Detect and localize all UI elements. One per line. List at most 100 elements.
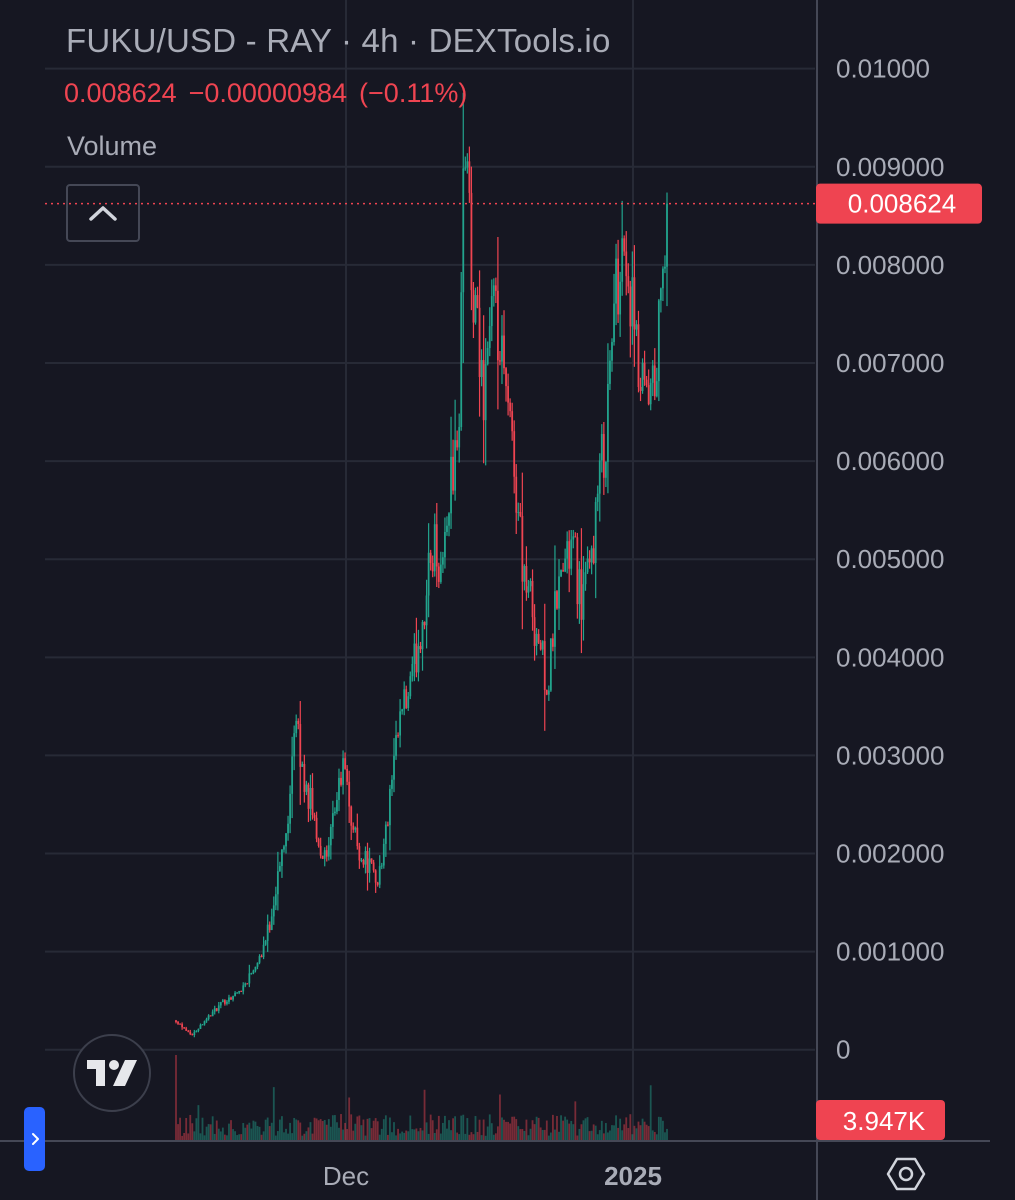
candle-body	[425, 595, 428, 626]
volume-bar	[321, 1121, 324, 1140]
volume-bar	[535, 1116, 538, 1140]
volume-bar	[549, 1132, 552, 1140]
candle-body	[213, 1008, 216, 1012]
candle-body	[659, 288, 662, 301]
candle-body	[666, 203, 668, 267]
candle-body	[662, 268, 664, 289]
volume-bar	[274, 1135, 277, 1140]
volume-bar	[331, 1115, 334, 1140]
volume-bar	[615, 1115, 617, 1140]
volume-bar	[572, 1124, 575, 1140]
candle-body	[615, 258, 617, 304]
candle-body	[619, 281, 622, 315]
volume-bar	[382, 1119, 385, 1140]
candle-body	[621, 238, 624, 282]
volume-bar	[611, 1125, 613, 1140]
candle-body	[195, 1030, 198, 1033]
candle-body	[456, 440, 459, 448]
candle-body	[331, 813, 334, 827]
candle-body	[558, 576, 560, 609]
candle-body	[574, 536, 577, 538]
volume-bar	[262, 1131, 265, 1140]
volume-bar	[260, 1134, 263, 1140]
volume-bar	[313, 1117, 316, 1140]
candle-body	[307, 784, 310, 809]
volume-bar	[352, 1130, 355, 1140]
volume-bar	[482, 1119, 485, 1140]
volume-bar	[211, 1116, 214, 1140]
candle-body	[217, 1005, 220, 1011]
time-axis: Dec 2025	[323, 1161, 662, 1191]
candle-body	[230, 997, 232, 1000]
candle-body	[488, 326, 491, 348]
candle-body	[350, 806, 353, 826]
volume-bar	[486, 1126, 489, 1140]
chart-settings-button[interactable]	[884, 1154, 928, 1194]
candle-body	[452, 456, 454, 491]
volume-bar	[666, 1128, 668, 1140]
candle-body	[580, 569, 583, 620]
volume-bar	[529, 1128, 532, 1140]
candle-body	[507, 386, 509, 403]
candle-body	[466, 161, 469, 168]
volume-bar	[452, 1118, 454, 1140]
candle-body	[301, 763, 304, 767]
candle-body	[572, 536, 575, 540]
candle-body	[260, 956, 263, 958]
volume-bar	[417, 1131, 420, 1140]
volume-bar	[268, 1126, 271, 1140]
candle-body	[458, 427, 461, 448]
volume-bar	[468, 1134, 471, 1140]
volume-bar	[584, 1118, 587, 1140]
candle-body	[366, 851, 369, 873]
candle-body	[450, 456, 452, 514]
candle-body	[372, 862, 375, 871]
volume-bar	[476, 1131, 479, 1140]
candle-body	[193, 1032, 196, 1036]
side-panel-toggle[interactable]	[24, 1107, 45, 1171]
volume-bar	[478, 1119, 481, 1140]
volume-bar	[631, 1134, 634, 1140]
volume-bar	[619, 1118, 622, 1140]
collapse-button[interactable]	[66, 184, 140, 242]
candle-body	[462, 168, 465, 293]
volume-bar	[509, 1123, 512, 1140]
candle-body	[613, 303, 615, 343]
candle-body	[531, 580, 534, 618]
volume-bar	[505, 1121, 507, 1140]
candle-body	[539, 642, 542, 650]
volume-bar	[209, 1124, 212, 1140]
candle-body	[523, 566, 526, 582]
candle-body	[417, 646, 420, 673]
volume-bar	[323, 1119, 326, 1140]
volume-bar	[287, 1133, 289, 1140]
volume-bar	[586, 1117, 589, 1140]
volume-bar	[627, 1128, 630, 1140]
volume-bar	[391, 1132, 393, 1140]
volume-bar	[441, 1122, 444, 1140]
volume-bar	[303, 1133, 306, 1140]
volume-bar	[291, 1133, 294, 1140]
candle-body	[533, 617, 536, 646]
candle-body	[407, 696, 410, 708]
volume-bar	[580, 1124, 583, 1140]
candle-body	[415, 643, 418, 673]
volume-bar	[590, 1130, 593, 1140]
volume-bar	[348, 1097, 351, 1140]
volume-bar	[637, 1121, 640, 1140]
volume-bar	[462, 1114, 465, 1140]
candle-body	[393, 755, 395, 780]
candle-body	[405, 689, 408, 708]
candle-body	[513, 431, 516, 477]
volume-bar	[464, 1133, 467, 1140]
candle-body	[303, 763, 306, 792]
volume-bar	[458, 1134, 461, 1140]
candle-body	[600, 434, 603, 461]
y-tick-label: 0.009000	[836, 152, 944, 182]
candle-body	[329, 826, 332, 846]
price-change: −0.00000984	[188, 78, 348, 108]
tradingview-logo[interactable]	[73, 1034, 151, 1112]
candle-body	[439, 564, 442, 582]
volume-bar	[425, 1122, 428, 1140]
